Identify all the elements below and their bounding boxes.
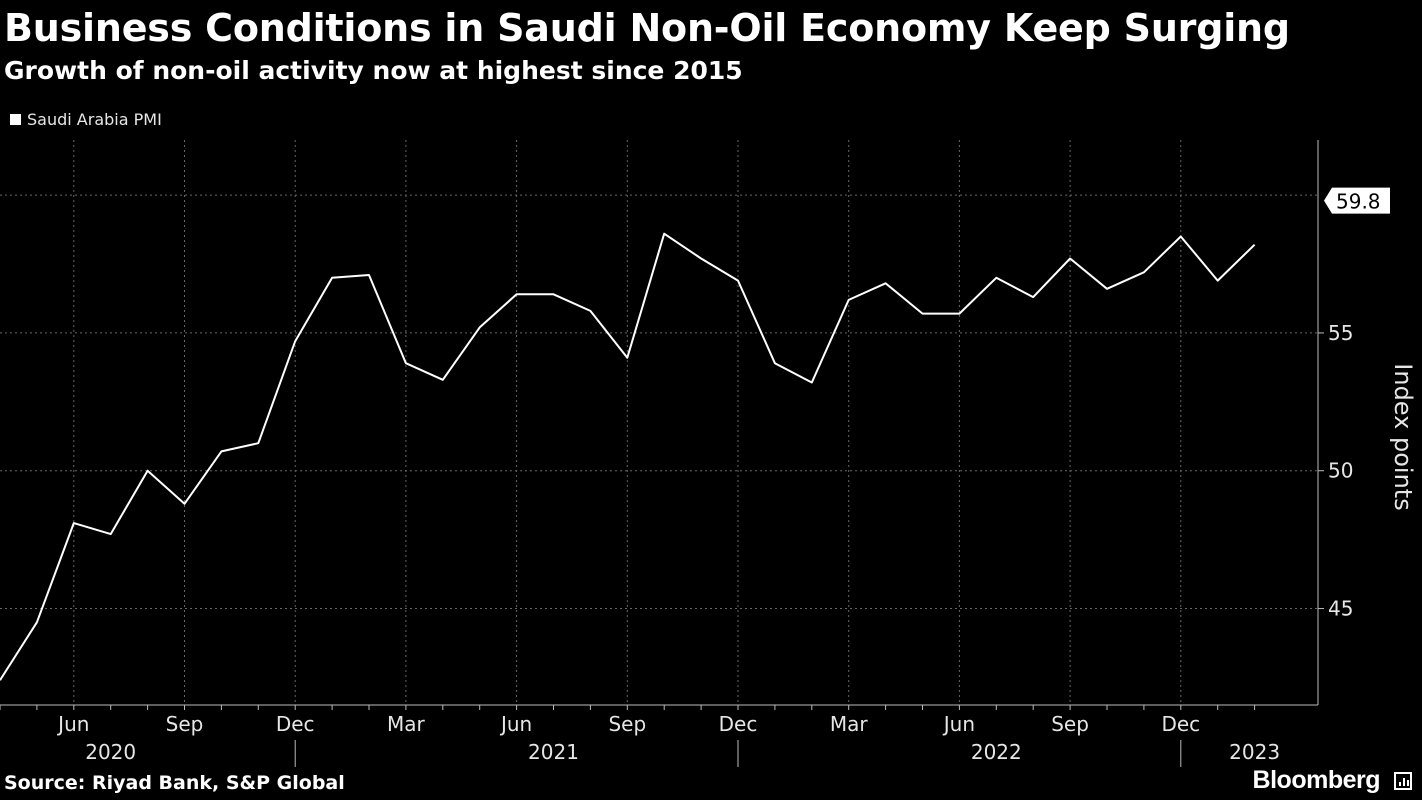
x-tick-label: Mar [830,712,869,736]
last-value-label: 59.8 [1336,190,1381,214]
x-tick-label: Sep [608,712,646,736]
source-note: Source: Riyad Bank, S&P Global [4,772,345,794]
chart-subtitle: Growth of non-oil activity now at highes… [4,56,743,85]
year-label: 2023 [1229,740,1280,764]
series-line-saudi-arabia-pmi [0,232,1256,681]
last-value-callout [1324,187,1390,214]
legend: Saudi Arabia PMI [10,110,162,129]
brand: Bloomberg [1253,766,1412,795]
x-tick-label: Sep [166,712,204,736]
y-axis-label: Index points [1389,363,1417,510]
brand-name: Bloomberg [1252,766,1381,794]
x-tick-label: Mar [387,712,426,736]
x-tick-label: Dec [1161,712,1200,736]
y-tick-label: 55 [1328,321,1353,345]
year-label: 2020 [85,740,136,764]
x-tick-label: Sep [1051,712,1089,736]
bloomberg-terminal-icon [1394,771,1412,790]
x-tick-label: Dec [719,712,758,736]
y-tick-label: 50 [1328,459,1353,483]
x-tick-label: Jun [56,712,89,736]
year-label: 2021 [528,740,579,764]
year-label: 2022 [971,740,1022,764]
x-tick-label: Dec [276,712,315,736]
x-tick-label: Jun [499,712,532,736]
legend-label: Saudi Arabia PMI [27,110,162,129]
legend-swatch [10,114,21,125]
x-tick-label: Jun [942,712,975,736]
y-tick-label: 45 [1328,597,1353,621]
chart-title: Business Conditions in Saudi Non-Oil Eco… [4,6,1290,50]
